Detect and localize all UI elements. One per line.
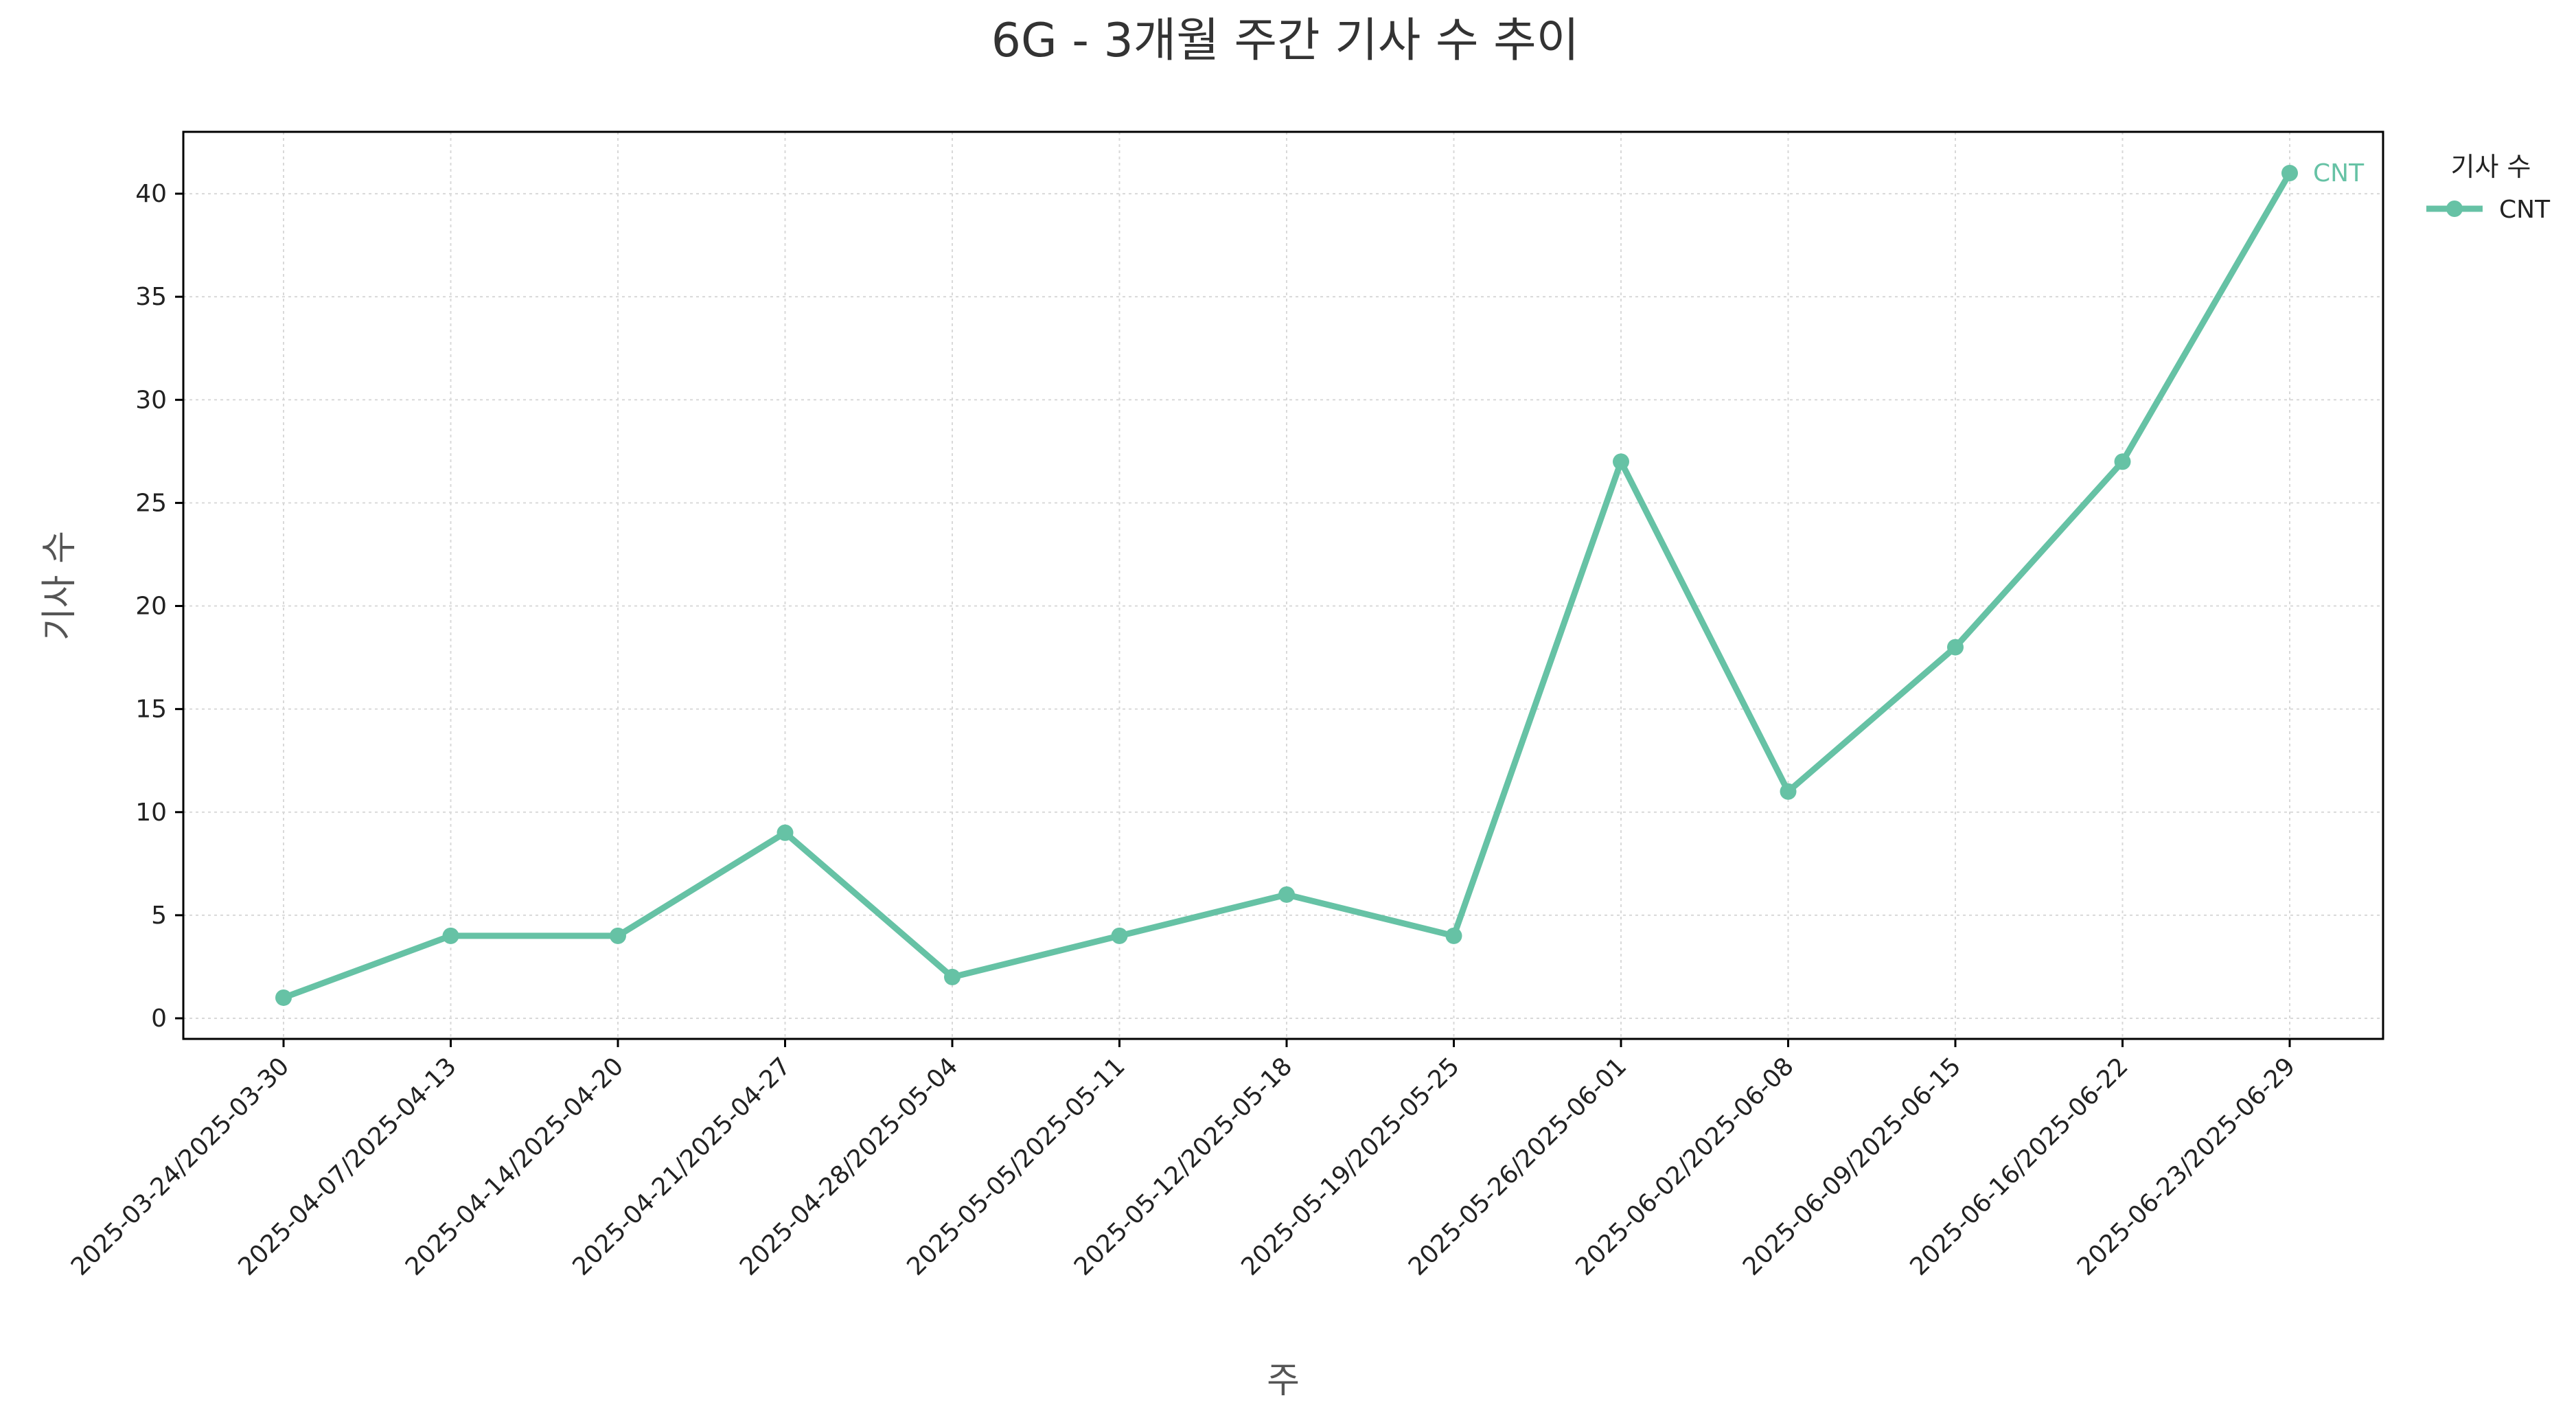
data-point (1947, 639, 1964, 656)
data-point (1613, 453, 1629, 470)
data-point (1278, 886, 1295, 903)
x-axis-ticks: 2025-03-24/2025-03-302025-04-07/2025-04-… (66, 1039, 2301, 1281)
data-point (2114, 453, 2131, 470)
y-tick-label: 30 (135, 386, 167, 414)
y-axis-label: 기사 수 (39, 531, 80, 641)
x-axis-label: 주 (1267, 1360, 1300, 1401)
data-point (275, 989, 292, 1006)
y-tick-label: 35 (135, 283, 167, 311)
legend-title: 기사 수 (2451, 152, 2531, 182)
legend-marker (2446, 201, 2463, 217)
y-axis-ticks: 0 5 10 15 20 25 30 35 40 (135, 180, 183, 1033)
data-point (442, 927, 459, 944)
y-tick-label: 5 (151, 902, 167, 930)
data-point (777, 824, 794, 841)
data-point (610, 927, 626, 944)
y-tick-label: 40 (135, 180, 167, 208)
grid-lines (183, 132, 2383, 1039)
plot-frame (182, 130, 2384, 1040)
data-point (1111, 927, 1128, 944)
chart-title: 6G - 3개월 주간 기사 수 추이 (991, 14, 1580, 68)
series-end-label: CNT (2313, 159, 2365, 187)
y-tick-label: 10 (135, 799, 167, 827)
y-tick-label: 0 (151, 1005, 167, 1033)
series-cnt: CNT (275, 159, 2365, 1006)
legend: 기사 수 CNT (2426, 152, 2551, 224)
data-point (1780, 783, 1797, 800)
data-point (944, 968, 961, 985)
data-point (1445, 927, 1462, 944)
legend-entry-cnt: CNT (2499, 196, 2551, 224)
y-tick-label: 15 (135, 696, 167, 724)
y-tick-label: 20 (135, 593, 167, 621)
y-tick-label: 25 (135, 489, 167, 517)
data-point (2281, 165, 2298, 182)
